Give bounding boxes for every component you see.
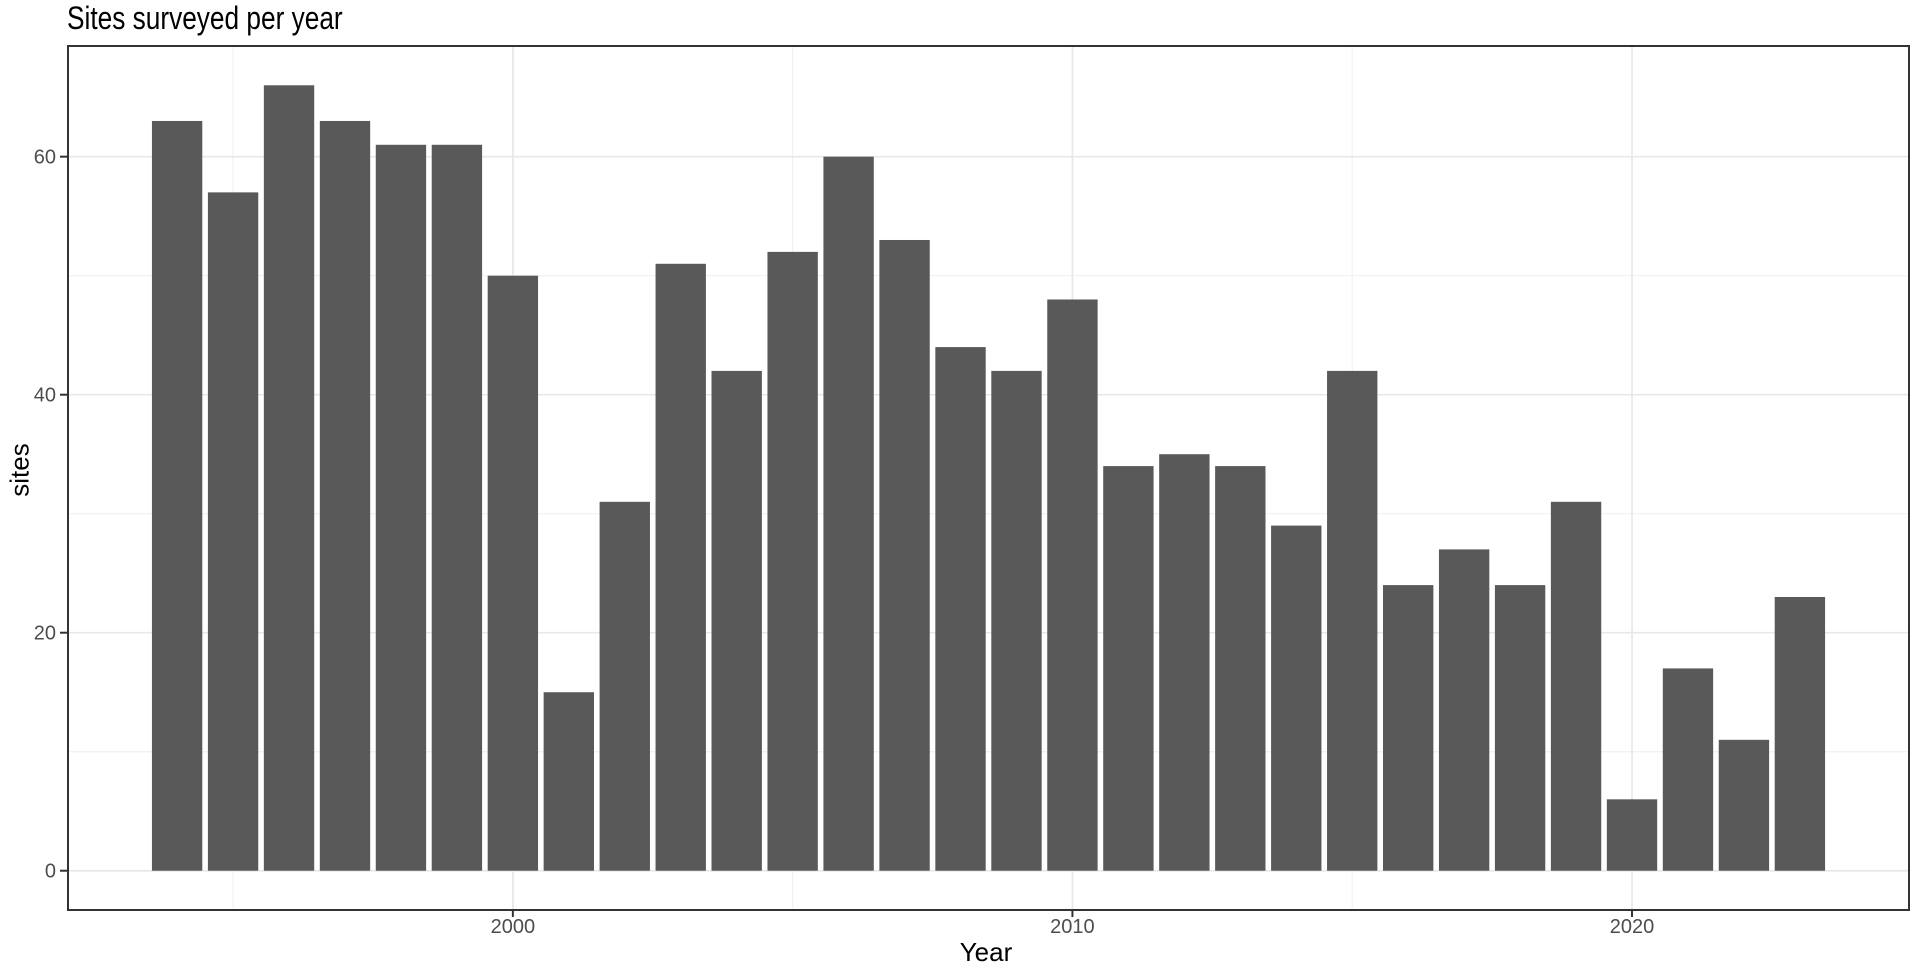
bar-2019	[1550, 501, 1602, 871]
chart-title: Sites surveyed per year	[67, 0, 343, 36]
bar-2007	[879, 239, 930, 871]
y-tick-label-40: 40	[34, 385, 56, 407]
bar-2018	[1494, 585, 1546, 871]
x-axis-title: Year	[959, 937, 1013, 967]
bar-2021	[1662, 668, 1714, 871]
bar-2001	[543, 692, 594, 871]
x-tick-label-2020: 2020	[1610, 916, 1655, 938]
bar-2014	[1271, 525, 1322, 871]
bar-2011	[1103, 466, 1154, 871]
bar-1994	[151, 120, 203, 871]
y-axis-title: sites	[4, 443, 35, 497]
bar-2020	[1606, 799, 1658, 871]
bar-2008	[935, 347, 986, 871]
x-tick-label-2010: 2010	[1050, 916, 1095, 938]
bar-2022	[1718, 739, 1770, 871]
panel-border	[67, 45, 1910, 911]
bar-1999	[431, 144, 483, 871]
bar-2013	[1215, 466, 1266, 871]
x-tick-label-2000: 2000	[491, 916, 536, 938]
bar-1995	[207, 192, 259, 871]
bar-2023	[1774, 597, 1826, 871]
bar-2005	[767, 251, 818, 871]
y-tick-label-0: 0	[45, 861, 56, 883]
bar-2015	[1327, 370, 1378, 871]
bar-2009	[991, 370, 1042, 871]
bar-2012	[1159, 454, 1210, 871]
bar-2006	[823, 156, 874, 871]
bar-2017	[1438, 549, 1490, 871]
bar-2010	[1047, 299, 1098, 871]
bar-2000	[487, 275, 539, 871]
bar-1997	[319, 120, 371, 871]
bar-2016	[1383, 585, 1434, 871]
bar-1996	[263, 85, 315, 871]
y-tick-label-20: 20	[34, 623, 56, 645]
y-tick-label-60: 60	[34, 147, 56, 169]
bar-2003	[655, 263, 706, 871]
bar-1998	[375, 144, 427, 871]
bar-2002	[599, 501, 650, 871]
bar-2004	[711, 370, 762, 871]
